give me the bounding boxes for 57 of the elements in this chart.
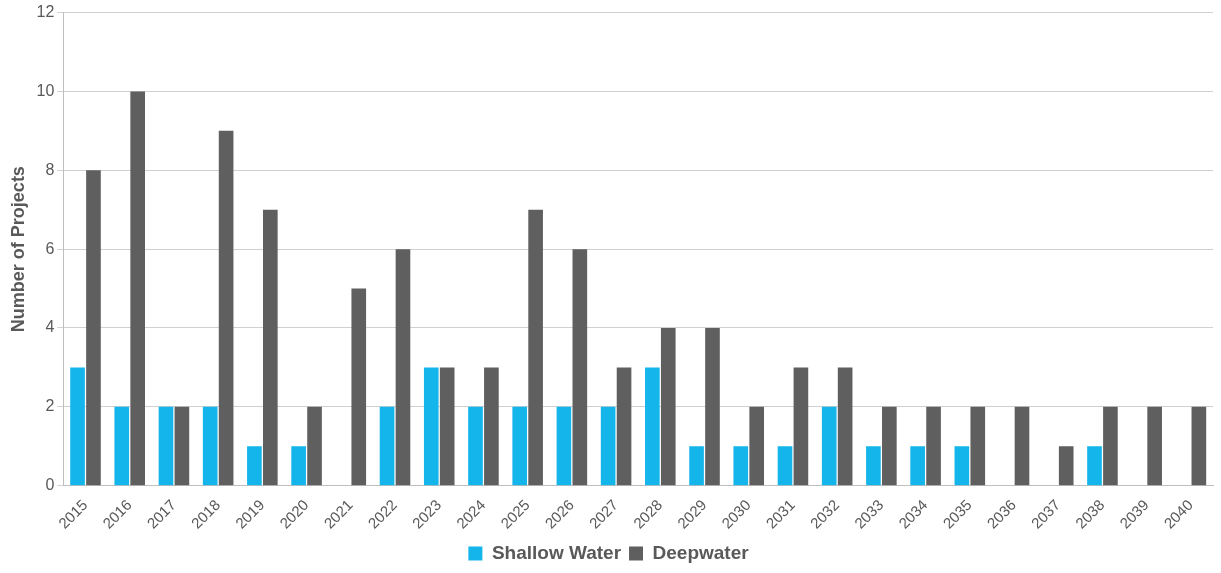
bar	[439, 367, 455, 486]
bar	[130, 91, 145, 486]
bar	[660, 327, 676, 486]
bar	[777, 446, 793, 486]
bar	[572, 249, 588, 486]
bar	[512, 406, 528, 486]
bar	[616, 367, 632, 486]
bar	[247, 446, 262, 486]
bar	[218, 130, 234, 486]
y-tick-label: 10	[36, 81, 55, 99]
bar	[484, 367, 499, 486]
bar	[1147, 406, 1162, 486]
y-tick-label: 6	[45, 239, 55, 257]
bar	[202, 406, 218, 486]
bar	[291, 446, 306, 486]
bar	[910, 446, 925, 486]
bar	[645, 367, 660, 486]
bar	[926, 406, 941, 486]
bar	[821, 406, 837, 486]
bar	[423, 367, 439, 486]
bar	[263, 209, 278, 486]
bar	[837, 367, 853, 486]
bar	[1191, 406, 1207, 486]
legend-label: Deepwater	[652, 541, 750, 563]
y-tick-label: 4	[45, 318, 55, 336]
y-tick-label: 12	[36, 3, 55, 21]
y-tick-label: 8	[45, 160, 55, 178]
y-tick-label: 2	[45, 397, 55, 415]
bar	[882, 406, 897, 486]
bar	[705, 327, 720, 486]
y-tick-label: 0	[45, 476, 55, 494]
bar	[866, 446, 881, 486]
bar	[70, 367, 85, 486]
bar	[468, 406, 483, 486]
bar	[600, 406, 616, 486]
legend-label: Shallow Water	[491, 541, 622, 563]
bar	[954, 446, 970, 486]
bar	[1103, 406, 1118, 486]
bar	[114, 406, 130, 486]
y-axis-title: Number of Projects	[7, 166, 28, 333]
bar	[528, 209, 543, 486]
bar	[733, 446, 749, 486]
bar	[749, 406, 765, 486]
bar	[689, 446, 704, 486]
bar	[556, 406, 572, 486]
bar	[1058, 446, 1074, 486]
bar	[307, 406, 322, 486]
bar	[793, 367, 809, 486]
bar	[158, 406, 174, 486]
bar	[86, 170, 101, 486]
bar	[1014, 406, 1030, 486]
bar	[174, 406, 190, 486]
bar	[1087, 446, 1102, 486]
bar	[970, 406, 986, 486]
bar	[395, 249, 411, 486]
bar	[351, 288, 367, 486]
bar	[379, 406, 395, 486]
